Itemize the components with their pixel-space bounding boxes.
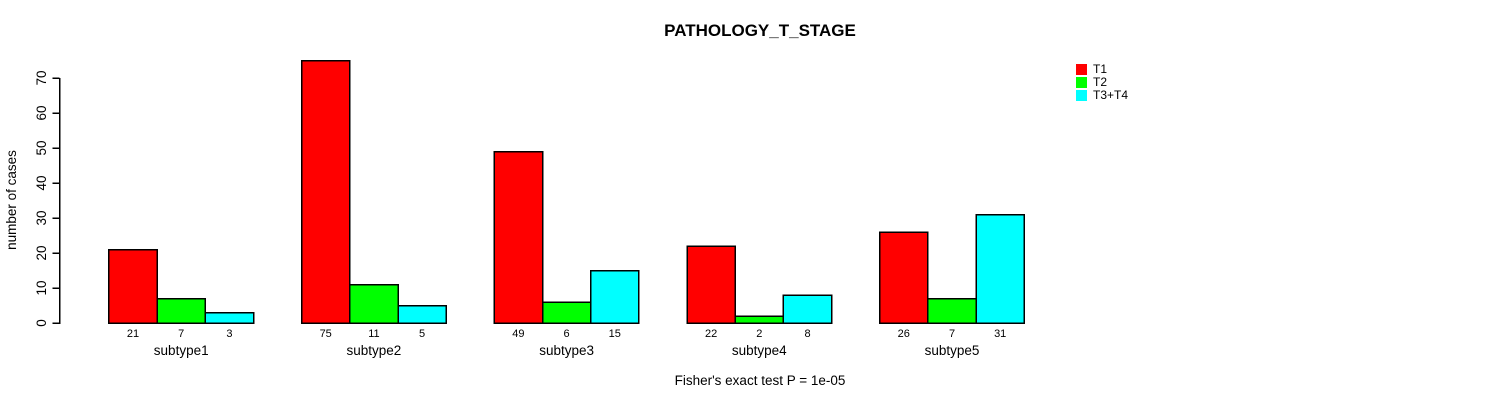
legend-item: T3+T4 (1076, 88, 1129, 102)
bar (975, 213, 1026, 324)
category-label: subtype4 (732, 343, 787, 358)
bar-value-label: 21 (127, 328, 139, 340)
bar-value-label: 26 (898, 328, 910, 340)
bar-value-label: 6 (564, 328, 570, 340)
bar (349, 283, 399, 324)
bar-value-labels-group: 21 7 3 75 11 5 49 6 15 22 2 8 26 7 31 (127, 328, 1006, 340)
bar-value-label: 22 (705, 328, 717, 340)
y-axis-title: number of cases (4, 150, 19, 250)
legend-label: T2 (1093, 75, 1108, 89)
category-label: subtype2 (347, 343, 402, 358)
chart-legend: T1 T2 T3+T4 (1076, 62, 1129, 103)
y-tick-label: 60 (34, 105, 49, 120)
bar (397, 304, 447, 324)
bar (541, 301, 592, 324)
bar (927, 297, 977, 324)
bar (686, 245, 736, 324)
y-tick-label: 20 (34, 245, 49, 260)
y-tick-label: 50 (34, 140, 49, 155)
legend-swatch (1076, 90, 1087, 101)
bar (589, 269, 640, 324)
legend-swatch (1076, 77, 1087, 88)
bars-group (108, 59, 1026, 324)
y-tick-label: 30 (34, 210, 49, 225)
y-tick-label: 10 (34, 280, 49, 295)
category-label: subtype5 (925, 343, 980, 358)
legend-label: T1 (1093, 62, 1108, 76)
category-label: subtype1 (154, 343, 209, 358)
bar (493, 150, 544, 324)
bar-value-label: 31 (994, 328, 1006, 340)
bar (156, 297, 207, 324)
legend-label: T3+T4 (1093, 88, 1129, 102)
y-tick-label: 70 (34, 70, 49, 85)
bar-value-label: 49 (512, 328, 524, 340)
bar-value-label: 2 (756, 328, 762, 340)
bar (878, 231, 929, 324)
bar-value-label: 75 (320, 328, 332, 340)
bar-value-label: 5 (419, 328, 425, 340)
legend-item: T2 (1076, 75, 1128, 89)
y-tick-label: 0 (34, 319, 49, 327)
bar-value-label: 11 (368, 328, 379, 340)
bar-value-label: 3 (226, 328, 232, 340)
bar (734, 315, 785, 324)
bar-value-label: 8 (804, 328, 810, 340)
legend-swatch (1076, 64, 1087, 75)
bar-value-label: 15 (609, 328, 621, 340)
chart-title: PATHOLOGY_T_STAGE (664, 21, 856, 40)
category-label: subtype3 (539, 343, 594, 358)
chart-footnote: Fisher's exact test P = 1e-05 (675, 373, 846, 388)
bar (782, 294, 833, 324)
y-axis: 0 10 20 30 40 50 60 70 (34, 70, 61, 327)
category-labels-group: subtype1 subtype2 subtype3 subtype4 subtype5 (154, 343, 980, 358)
legend-item: T1 (1076, 62, 1128, 76)
bar (300, 59, 351, 324)
bar-value-label: 7 (949, 328, 955, 340)
bar-value-label: 7 (178, 328, 184, 340)
bar (108, 248, 158, 324)
y-tick-label: 40 (34, 175, 49, 190)
bar (204, 311, 255, 324)
